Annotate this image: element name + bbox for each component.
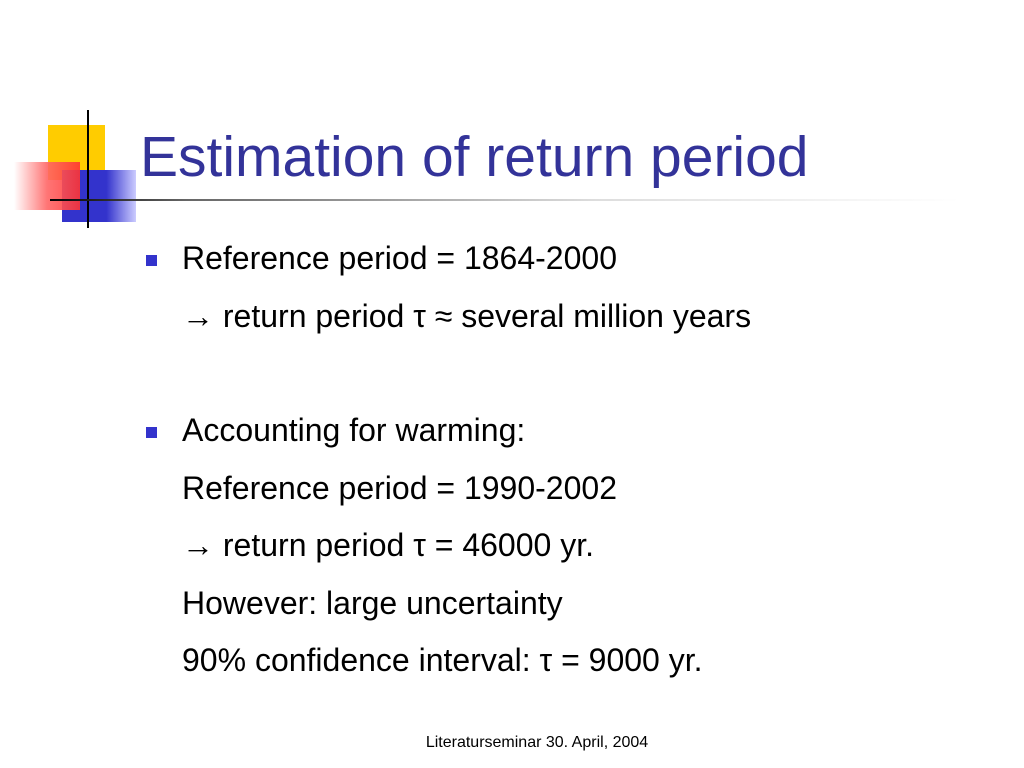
bullet-text: → return period τ = 46000 yr. (182, 527, 594, 563)
deco-red (14, 162, 80, 210)
bullet-marker (146, 255, 157, 266)
bullet-text: However: large uncertainty (182, 584, 563, 621)
footer: Literaturseminar 30. April, 2004 (425, 734, 649, 751)
bullet-text: Accounting for warming: (182, 412, 526, 448)
bullet-text: Reference period = 1864-2000 (182, 240, 617, 276)
bullet-text: Reference period = 1990-2002 (182, 469, 617, 506)
title-rule (50, 199, 960, 201)
slide-title: Estimation of return period (140, 125, 809, 189)
bullet-text: → return period τ ≈ several million year… (182, 297, 752, 334)
bullet-marker (146, 427, 157, 438)
deco-vertical-line (87, 110, 89, 228)
bullet-text: 90% confidence interval: τ = 9000 yr. (182, 642, 703, 678)
